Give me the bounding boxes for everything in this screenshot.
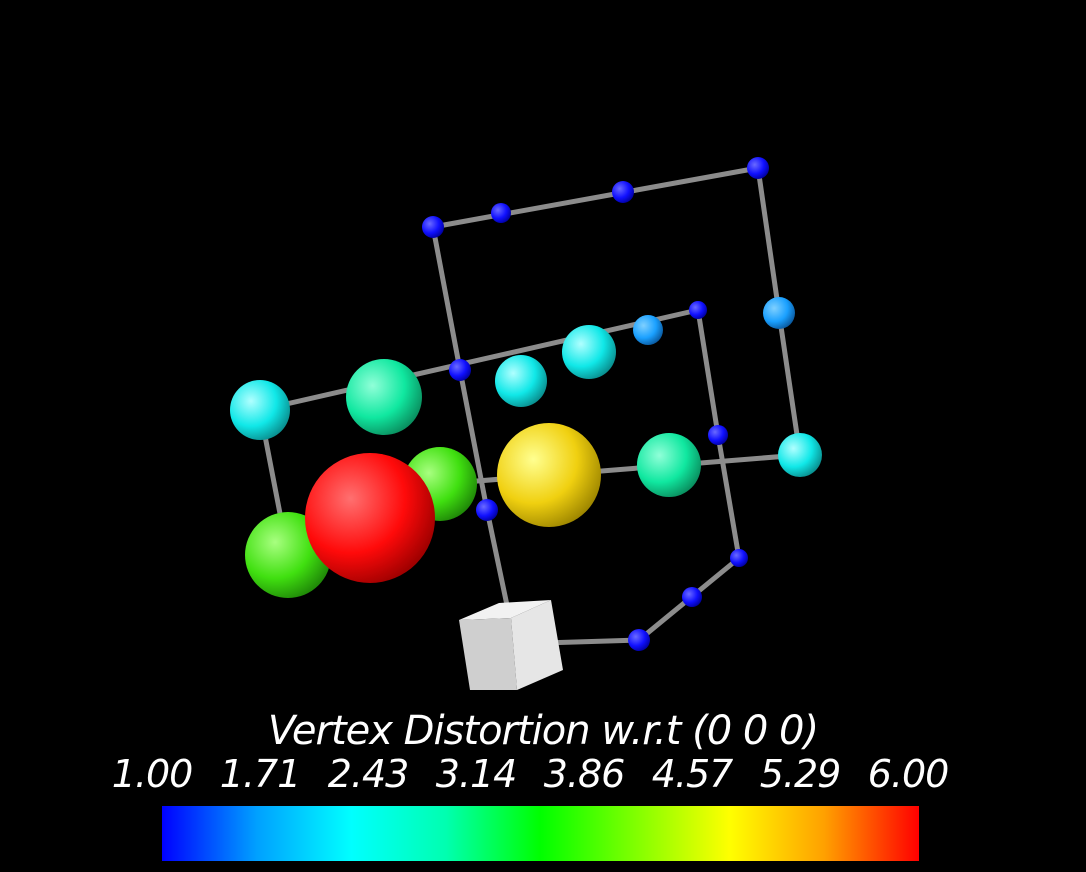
colorbar-tick-labels: 1.00 1.71 2.43 3.14 3.86 4.57 5.29 6.00 xyxy=(112,752,952,802)
bond xyxy=(257,307,701,413)
vertex-blue xyxy=(422,216,444,238)
bond xyxy=(457,367,490,513)
origin-cube-top xyxy=(459,600,551,620)
tick-label: 5.29 xyxy=(759,752,842,796)
bond xyxy=(430,224,463,373)
colorbar xyxy=(162,806,919,861)
vertex-red xyxy=(305,453,435,583)
vertex-blue xyxy=(612,181,634,203)
vertex-blue xyxy=(449,359,471,381)
vertex-blue xyxy=(689,301,707,319)
bond xyxy=(437,452,803,487)
vertex-blue xyxy=(682,587,702,607)
vertex-yellow xyxy=(497,423,601,527)
origin-cube-side xyxy=(511,600,563,690)
tick-label: 2.43 xyxy=(327,752,410,796)
bond xyxy=(715,432,742,561)
bond xyxy=(776,310,803,458)
vertex-azure xyxy=(633,315,663,345)
vertex-blue xyxy=(628,629,650,651)
bond xyxy=(484,507,511,613)
tick-label: 6.00 xyxy=(867,752,950,796)
vertex-blue xyxy=(730,549,748,567)
vertex-blue xyxy=(491,203,511,223)
tick-label: 4.57 xyxy=(651,752,734,796)
bond xyxy=(430,165,761,230)
bond xyxy=(755,165,782,316)
origin-cube xyxy=(459,600,563,690)
vertex-azure xyxy=(763,297,795,329)
vertex-blue xyxy=(747,157,769,179)
vertex-spring xyxy=(637,433,701,497)
vertex-cyan xyxy=(230,380,290,440)
vertex-spring xyxy=(346,359,422,435)
vertex-blue xyxy=(708,425,728,445)
tick-label: 1.00 xyxy=(111,752,194,796)
bond xyxy=(695,307,721,438)
vertex-cyan xyxy=(495,355,547,407)
legend-title: Vertex Distortion w.r.t (0 0 0) xyxy=(267,708,819,754)
vertex-cyan xyxy=(778,433,822,477)
tick-label: 3.86 xyxy=(543,752,626,796)
vertices xyxy=(230,157,822,651)
vertex-cyan xyxy=(562,325,616,379)
vertex-blue xyxy=(476,499,498,521)
tick-label: 3.14 xyxy=(435,752,518,796)
bond xyxy=(540,637,642,646)
origin-cube-front xyxy=(459,618,517,690)
tick-label: 1.71 xyxy=(219,752,302,796)
